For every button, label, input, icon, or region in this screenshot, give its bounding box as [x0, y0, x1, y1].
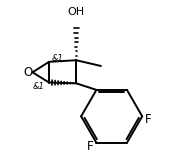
Text: F: F [87, 140, 94, 153]
Text: F: F [145, 113, 151, 126]
Text: O: O [23, 66, 32, 79]
Text: &1: &1 [52, 54, 64, 63]
Text: OH: OH [68, 7, 85, 17]
Text: &1: &1 [32, 82, 44, 91]
